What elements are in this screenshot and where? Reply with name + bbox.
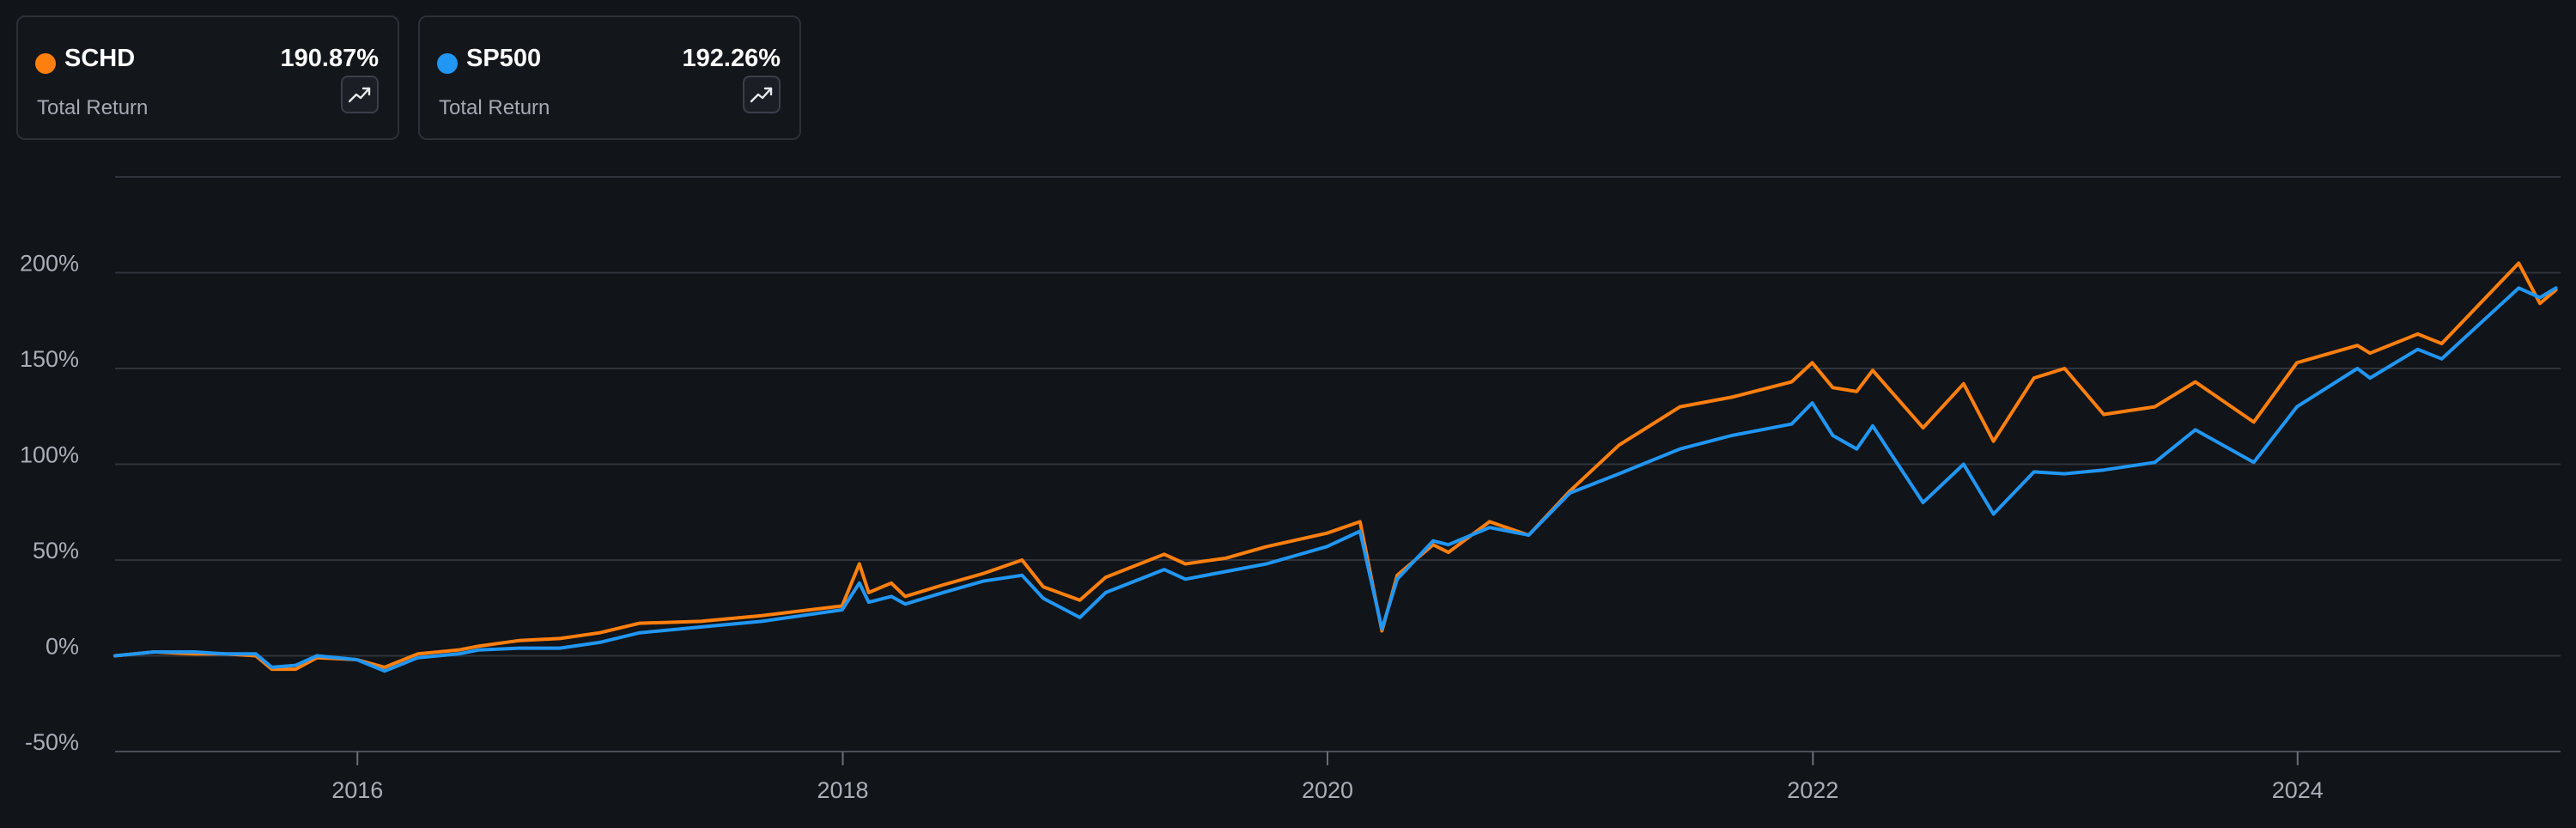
- y-tick-label: 50%: [33, 538, 79, 563]
- y-tick-label: 100%: [20, 442, 79, 468]
- legend-card-sp500[interactable]: SP500 192.26% Total Return: [418, 15, 801, 140]
- trend-up-icon[interactable]: [743, 76, 781, 113]
- grid-lines: [115, 176, 2561, 752]
- y-tick-label: 0%: [46, 634, 79, 660]
- trend-up-icon-glyph: [349, 87, 371, 103]
- trend-up-icon-glyph: [750, 87, 773, 103]
- y-tick-label: 200%: [20, 251, 79, 277]
- x-tick-label: 2018: [817, 777, 868, 803]
- y-tick-label: 150%: [20, 346, 79, 372]
- series-line-schd: [113, 261, 2558, 672]
- legend-ticker: SCHD: [64, 45, 136, 72]
- y-tick-labels: -50% 0% 50% 100% 150% 200%: [20, 251, 79, 756]
- legend-card-schd[interactable]: SCHD 190.87% Total Return: [16, 15, 399, 140]
- x-tick-label: 2016: [331, 777, 383, 803]
- axes: [115, 751, 2561, 765]
- x-tick-labels: 2016 2018 2020 2022 2024: [331, 777, 2324, 803]
- legend-dot-schd: [35, 53, 56, 74]
- series-line-sp500: [113, 286, 2558, 673]
- legend-ticker: SP500: [466, 45, 542, 72]
- legend-value: 192.26%: [682, 45, 781, 72]
- legend-dot-sp500: [437, 53, 458, 74]
- trend-up-icon[interactable]: [341, 76, 379, 113]
- legend-metric: Total Return: [37, 96, 149, 119]
- series-lines: [113, 261, 2558, 673]
- y-tick-label: -50%: [25, 729, 79, 755]
- x-tick-label: 2022: [1787, 777, 1838, 803]
- x-tick-label: 2020: [1302, 777, 1353, 803]
- legend-metric: Total Return: [439, 96, 550, 119]
- x-tick-label: 2024: [2272, 777, 2324, 803]
- legend-value: 190.87%: [280, 45, 380, 72]
